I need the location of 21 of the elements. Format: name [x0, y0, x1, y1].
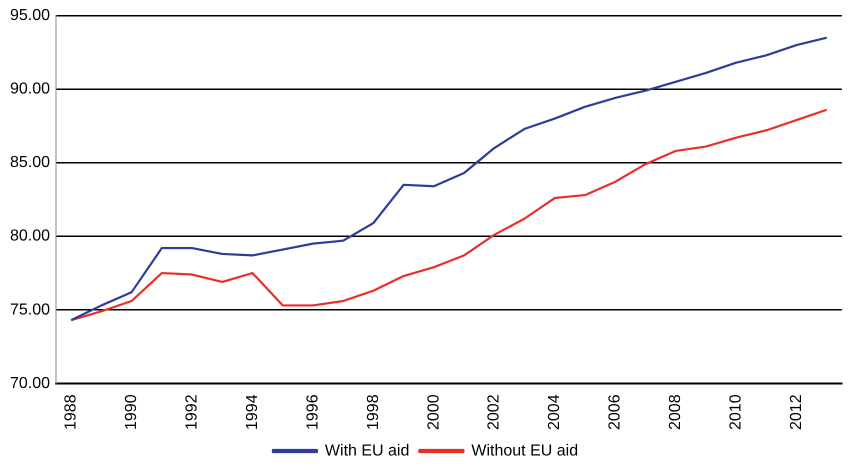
x-tick-label: 2002 [486, 394, 503, 430]
x-tick-label: 1992 [183, 394, 200, 430]
x-tick-label: 1994 [244, 394, 261, 430]
x-tick-label: 2010 [727, 394, 744, 430]
x-tick-label: 2012 [788, 394, 805, 430]
y-tick-label: 95.00 [10, 7, 50, 24]
legend-label: With EU aid [324, 442, 410, 460]
x-tick-label: 1988 [62, 394, 80, 430]
y-tick-label: 80.00 [10, 228, 50, 245]
y-tick-label: 85.00 [10, 154, 50, 172]
x-tick-label: 2004 [546, 394, 564, 430]
x-tick-label: 2000 [425, 394, 442, 430]
legend-label: Without EU aid [471, 442, 578, 460]
x-tick-label: 2006 [606, 394, 624, 430]
y-tick-label: 75.00 [10, 301, 50, 318]
x-tick-label: 1996 [304, 394, 322, 430]
x-tick-label: 1998 [364, 394, 382, 430]
x-tick-label: 1990 [123, 394, 140, 430]
y-tick-label: 70.00 [10, 374, 50, 392]
y-tick-label: 90.00 [10, 80, 50, 98]
x-tick-label: 2008 [667, 394, 684, 430]
